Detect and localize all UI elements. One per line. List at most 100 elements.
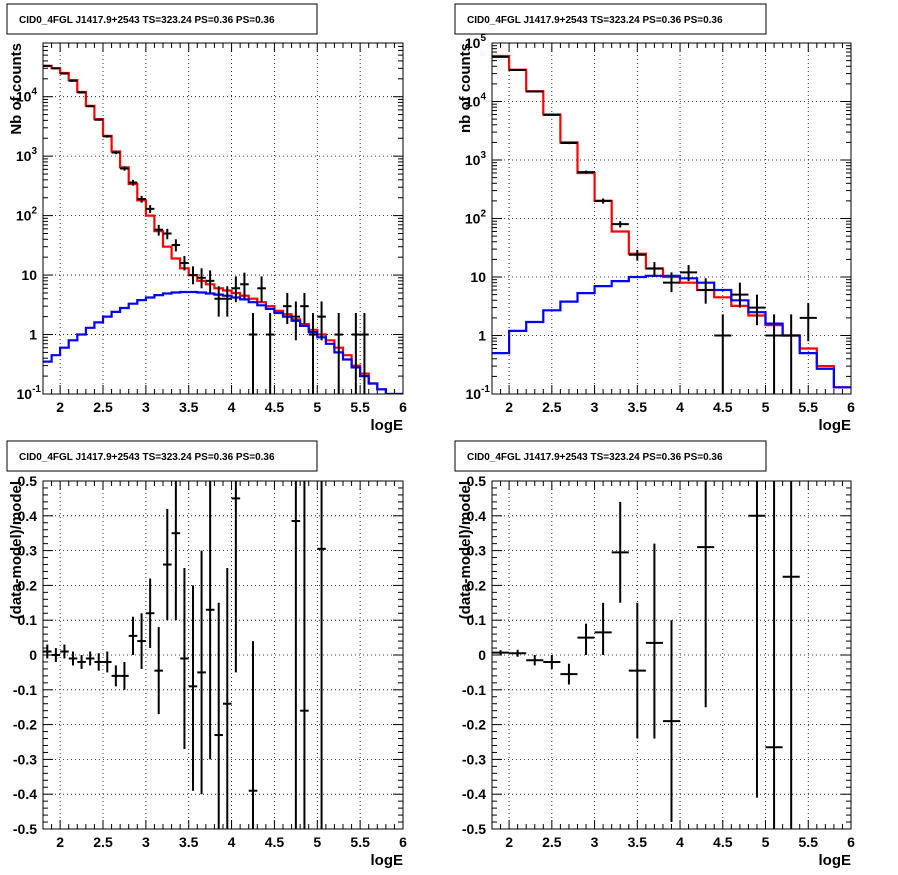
y-tick-label: 104: [16, 87, 38, 105]
title-box: [454, 440, 767, 472]
y-tick-label: -0.2: [13, 717, 37, 733]
data-point: [611, 501, 629, 603]
y-tick-label: 103: [16, 146, 38, 164]
data-point: [492, 650, 510, 655]
x-tick-label: 5: [313, 834, 321, 850]
data-point: [526, 90, 544, 93]
data-point: [317, 481, 326, 829]
y-tick-label: 1: [478, 328, 486, 344]
x-tick-label: 5.5: [799, 834, 819, 850]
x-tick-label: 2.5: [93, 834, 113, 850]
x-tick-label: 2: [505, 834, 513, 850]
data-point: [205, 481, 215, 760]
y-tick-label: -0.4: [462, 786, 486, 802]
data-point: [611, 221, 629, 228]
data-point: [731, 282, 749, 308]
data-point: [43, 644, 52, 659]
data-point: [351, 313, 361, 394]
data-point: [257, 276, 266, 303]
plot-frame: [491, 42, 852, 395]
data-point: [543, 113, 561, 116]
x-tick-label: 6: [399, 399, 407, 415]
data-point: [77, 655, 86, 669]
chart-title: CID0_4FGL J1417.9+2543 TS=323.24 PS=0.36…: [467, 452, 723, 463]
data-point: [628, 602, 646, 739]
data-point: [714, 314, 732, 394]
y-tick-label: 0.4: [18, 508, 38, 524]
x-tick-label: 3: [142, 399, 150, 415]
x-tick-label: 3.5: [628, 834, 648, 850]
data-point: [51, 67, 61, 70]
data-point: [128, 179, 138, 186]
y-tick-label: 0.3: [467, 543, 487, 559]
x-tick-label: 5: [762, 834, 770, 850]
x-tick-label: 4: [676, 399, 684, 415]
data-point: [765, 481, 783, 829]
x-tick-label: 4: [228, 834, 236, 850]
title-box: [454, 3, 767, 35]
y-tick-label: 0.5: [18, 473, 38, 489]
y-tick-label: 0.2: [18, 577, 38, 593]
data-point: [188, 585, 198, 791]
x-tick-label: 4: [676, 834, 684, 850]
data-point: [111, 151, 121, 155]
model-step-line-1: [492, 54, 851, 389]
y-tick-label: -0.2: [462, 717, 486, 733]
data-point: [360, 313, 369, 394]
data-point: [68, 651, 78, 666]
data-point: [77, 91, 86, 94]
data-point: [697, 481, 715, 708]
x-axis-label: logE: [371, 852, 404, 869]
y-tick-label: 1: [29, 327, 37, 343]
x-tick-label: 6: [399, 834, 407, 850]
data-point: [248, 641, 258, 829]
data-point: [248, 313, 258, 394]
x-tick-label: 5.5: [799, 399, 819, 415]
y-tick-label: 10: [470, 269, 486, 285]
x-tick-label: 5: [313, 399, 321, 415]
data-point: [180, 568, 189, 749]
y-tick-label: 10: [21, 267, 37, 283]
x-tick-label: 3: [142, 834, 150, 850]
data-point: [765, 314, 783, 394]
data-point: [137, 613, 146, 669]
x-tick-label: 3.5: [179, 399, 199, 415]
chart-panel-4: CID0_4FGL J1417.9+2543 TS=323.24 PS=0.36…: [454, 440, 855, 869]
x-tick-label: 5.5: [350, 399, 370, 415]
y-tick-label: 102: [465, 209, 487, 227]
data-point: [283, 292, 292, 325]
x-tick-label: 2: [505, 399, 513, 415]
y-tick-label: 0.2: [467, 577, 487, 593]
y-axis-label: (data-model)/model: [8, 481, 25, 619]
data-point: [645, 262, 663, 277]
data-point: [214, 286, 223, 317]
data-point: [85, 651, 95, 666]
data-point: [594, 602, 612, 655]
y-tick-label: 0.4: [467, 508, 487, 524]
chart-panel-2: CID0_4FGL J1417.9+2543 TS=323.24 PS=0.36…: [454, 3, 855, 434]
data-point: [231, 276, 241, 303]
data-point: [240, 272, 249, 299]
y-axis-label: (data-model)/model: [457, 481, 474, 619]
data-point: [697, 278, 715, 304]
data-point: [231, 481, 241, 673]
plot-frame: [42, 42, 404, 395]
data-point: [526, 655, 544, 666]
y-tick-label: -0.1: [462, 682, 486, 698]
x-tick-label: 4.5: [265, 834, 285, 850]
data-point: [543, 655, 561, 669]
data-point: [128, 616, 138, 655]
chart-title: CID0_4FGL J1417.9+2543 TS=323.24 PS=0.36…: [19, 15, 275, 26]
data-point: [782, 481, 800, 829]
data-point: [334, 313, 343, 394]
x-tick-label: 4.5: [265, 399, 285, 415]
data-point: [163, 228, 172, 240]
data-point: [662, 272, 681, 293]
data-point: [60, 72, 69, 75]
x-axis-label: logE: [371, 417, 404, 434]
data-point: [51, 648, 61, 662]
data-point: [662, 620, 681, 823]
title-box: [6, 440, 318, 472]
y-axis-label: Nb of counts: [8, 43, 25, 135]
data-point: [103, 135, 112, 138]
